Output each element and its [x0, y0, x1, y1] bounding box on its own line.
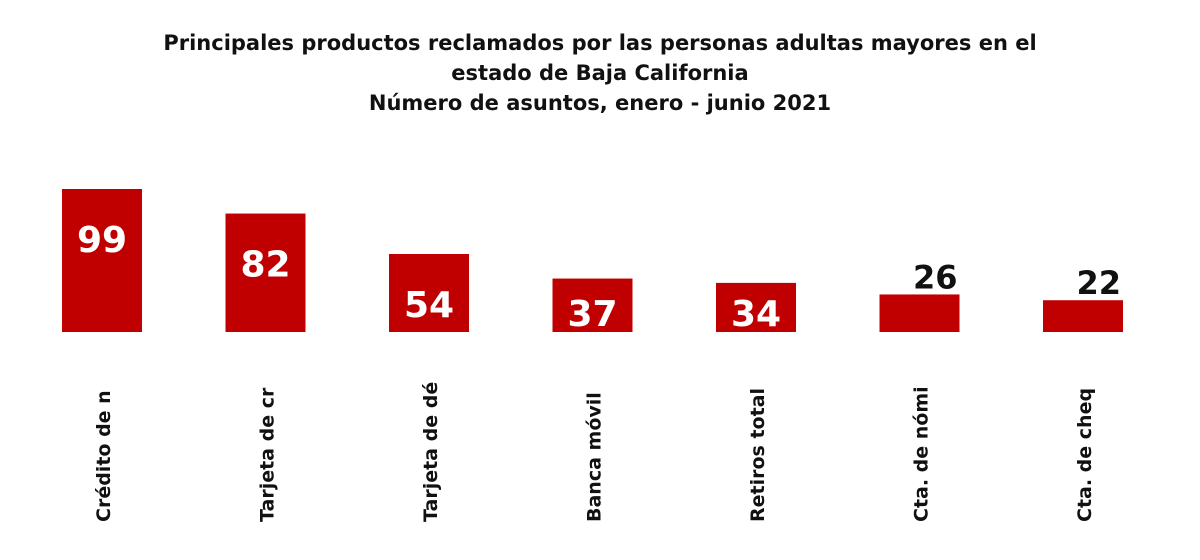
- bar-7: [1043, 300, 1123, 332]
- bar-3: [389, 254, 469, 332]
- value-label-4: 37: [567, 294, 617, 335]
- chart-title-line-2: estado de Baja California: [451, 61, 749, 85]
- category-label-3: Tarjeta de dé: [420, 382, 442, 522]
- chart-title-line-1: Principales productos reclamados por las…: [163, 31, 1037, 55]
- bars-group: [62, 189, 1123, 332]
- bar-6: [879, 294, 960, 332]
- category-labels-group: Crédito de n Tarjeta de cr Tarjeta de dé Ba…: [93, 382, 1096, 522]
- category-label-5: Retiros total: [747, 388, 769, 522]
- value-label-3: 54: [404, 285, 454, 326]
- bar-4: [552, 278, 633, 332]
- bar-5: [716, 282, 796, 332]
- chart-title: Principales productos reclamados por las…: [0, 28, 1200, 118]
- value-label-2: 82: [240, 245, 290, 286]
- value-label-5: 34: [731, 294, 781, 335]
- bar-2: [225, 213, 306, 332]
- value-label-6: 26: [913, 258, 958, 296]
- bar-1: [62, 189, 142, 332]
- value-label-1: 99: [77, 220, 127, 261]
- category-label-2: Tarjeta de cr: [257, 387, 279, 522]
- category-label-1: Crédito de n: [93, 390, 115, 522]
- value-label-7: 22: [1076, 264, 1121, 302]
- category-label-7: Cta. de cheq: [1074, 388, 1096, 522]
- chart-title-line-3: Número de asuntos, enero - junio 2021: [368, 91, 832, 115]
- category-label-6: Cta. de nómi: [911, 386, 933, 522]
- value-labels-group: 99 82 54 37 34 26 22: [77, 220, 1121, 335]
- category-label-4: Banca móvil: [584, 392, 606, 522]
